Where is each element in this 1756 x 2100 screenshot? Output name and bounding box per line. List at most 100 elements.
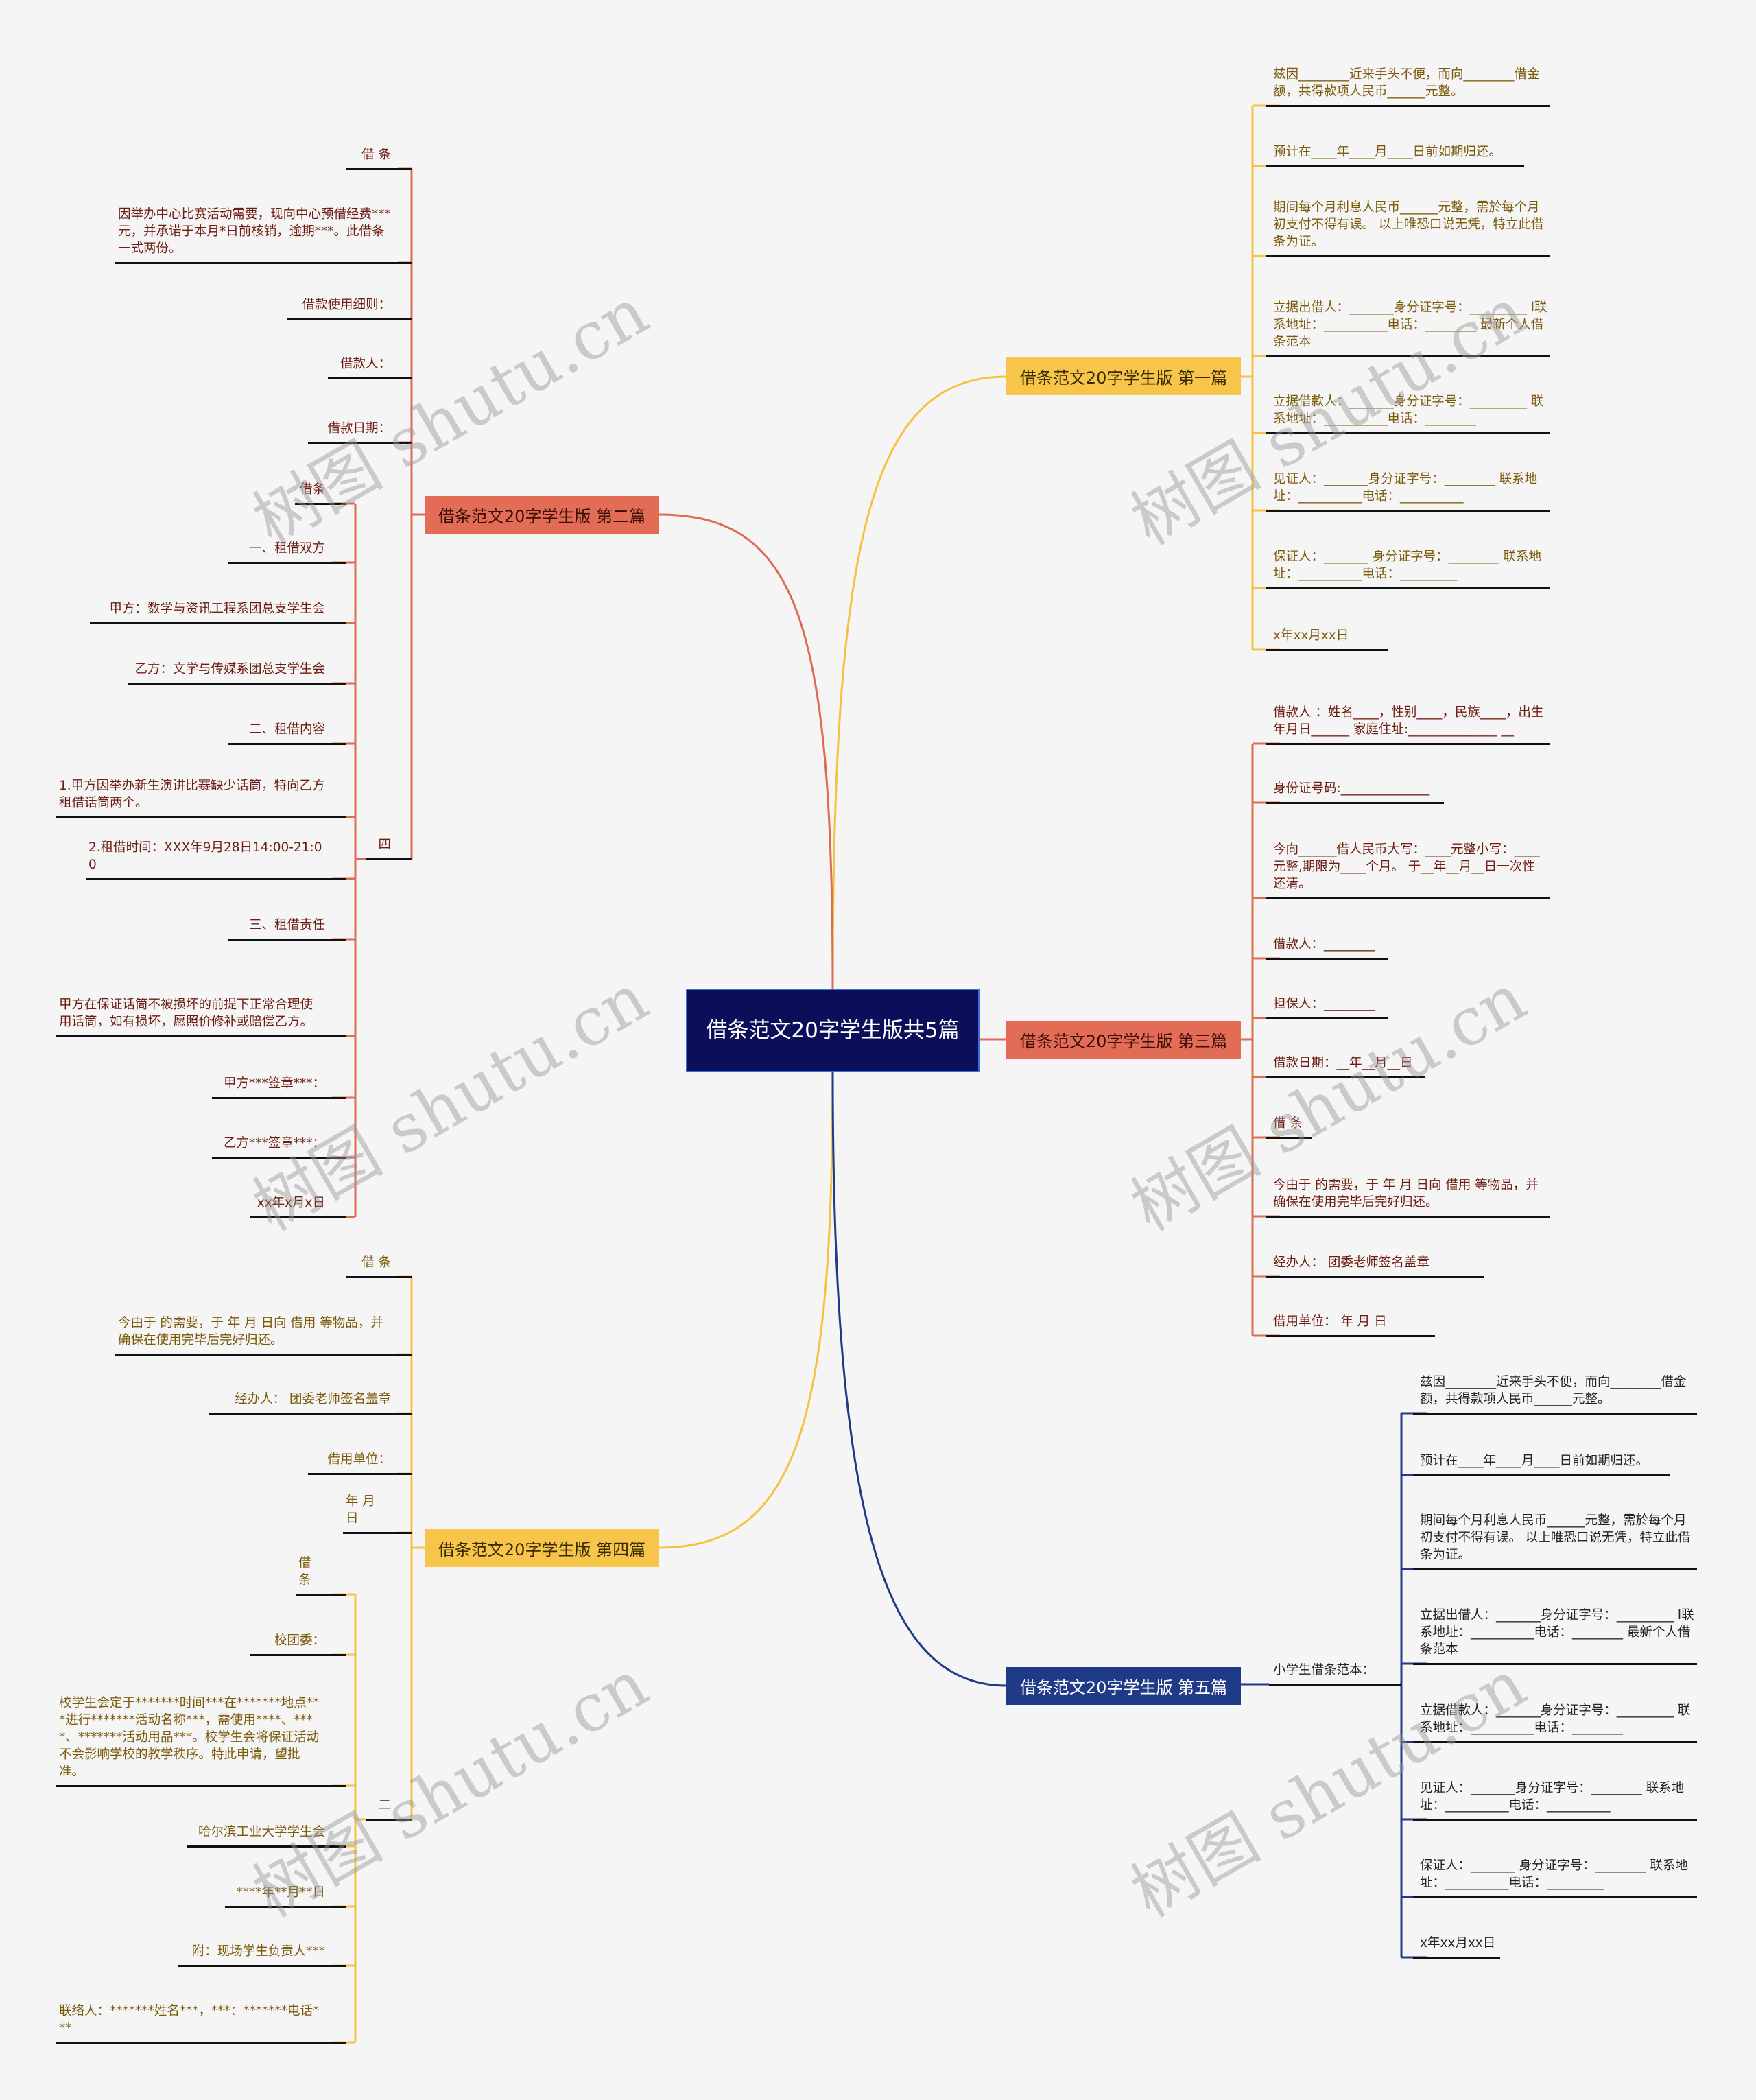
s4-sub-item[interactable]: ****年**月**日: [236, 1885, 325, 1900]
central-topic-title: 借条范文20字学生版共5篇: [706, 1018, 960, 1043]
s2-item[interactable]: 借款使用细则：: [302, 298, 391, 312]
s3-item[interactable]: 经办人： 团委老师签名盖章: [1273, 1255, 1429, 1270]
s2-item[interactable]: 借款日期：: [327, 421, 391, 436]
branch-title: 借条范文20字学生版 第四篇: [438, 1540, 646, 1559]
node-underline: [115, 1354, 412, 1356]
s4-item[interactable]: 年 月 日: [346, 1494, 375, 1526]
node-underline: [366, 1819, 412, 1821]
node-underline: [1413, 1896, 1697, 1898]
s2-sub-item[interactable]: 1.甲方因举办新生演讲比赛缺少话筒，特向乙方租借话筒两个。: [59, 779, 325, 810]
s4-sub-item[interactable]: 校团委：: [274, 1633, 325, 1648]
s3-item[interactable]: 借款人 ：姓名____，性别____，民族____，出生年月日______ 家庭…: [1273, 705, 1544, 737]
s2-item[interactable]: 借 条: [361, 148, 391, 162]
node-underline: [1266, 1137, 1312, 1139]
node-underline: [1266, 165, 1524, 167]
node-underline: [308, 1473, 412, 1475]
s3-item[interactable]: 今向______借人民币大写：____元整小写：____元整,期限为____个月…: [1273, 842, 1540, 891]
s1-item[interactable]: 期间每个月利息人民币______元整，需於每个月初支付不得有误。 以上唯恐口说无…: [1273, 200, 1544, 249]
s1-item[interactable]: 保证人：_______ 身分证字号：________ 联系地址：________…: [1273, 550, 1542, 581]
s2-sub-item[interactable]: 一、租借双方: [248, 541, 325, 556]
node-underline: [1413, 1474, 1670, 1476]
s1-item[interactable]: 预计在____年____月____日前如期归还。: [1273, 145, 1502, 159]
s3-item[interactable]: 借 条: [1273, 1116, 1303, 1131]
s5-item[interactable]: 兹因________近来手头不便，而向________借金额，共得款项人民币__…: [1420, 1375, 1687, 1406]
s4-item[interactable]: 借用单位：: [327, 1452, 391, 1467]
branch-title: 借条范文20字学生版 第五篇: [1019, 1678, 1228, 1697]
s2-sub-item[interactable]: 三、租借责任: [248, 918, 325, 932]
s2-sub-item[interactable]: 2.租借时间：XXX年9月28日14:00-21:00: [88, 840, 322, 872]
branch-s2[interactable]: 借条范文20字学生版 第二篇: [425, 496, 659, 534]
node-underline: [212, 1157, 346, 1159]
node-underline: [328, 377, 412, 379]
node-underline: [1413, 1413, 1697, 1415]
s1-item[interactable]: 见证人：_______身分证字号：________ 联系地址：_________…: [1273, 472, 1538, 504]
node-underline: [1266, 802, 1444, 804]
s5-item[interactable]: 预计在____年____月____日前如期归还。: [1420, 1454, 1649, 1468]
node-underline: [86, 878, 346, 880]
s4-item[interactable]: 借 条: [361, 1255, 391, 1270]
connector-s2: [658, 513, 834, 989]
central-topic[interactable]: 借条范文20字学生版共5篇: [686, 989, 980, 1072]
node-underline: [1266, 649, 1388, 651]
s2-sub-item[interactable]: 二、租借内容: [248, 722, 325, 737]
s5-label[interactable]: 小学生借条范本：: [1273, 1663, 1375, 1677]
s2-item[interactable]: 四: [378, 838, 391, 852]
s5-item[interactable]: x年xx月xx日: [1420, 1936, 1496, 1950]
s4-item[interactable]: 今由于 的需要，于 年 月 日向 借用 等物品，并确保在使用完毕后完好归还。: [118, 1316, 383, 1347]
node-underline: [250, 1654, 346, 1656]
s4-sub-item[interactable]: 附：现场学生负责人***: [191, 1944, 325, 1959]
s4-sub-item[interactable]: 联络人：*******姓名***，***：*******电话***: [59, 2004, 320, 2036]
s1-item[interactable]: 立据借款人：_______身分证字号：_________ 联系地址：______…: [1273, 394, 1544, 426]
node-underline: [1266, 355, 1550, 357]
branch-title: 借条范文20字学生版 第一篇: [1019, 368, 1228, 388]
node-underline: [295, 503, 346, 505]
s2-sub-item[interactable]: 甲方***签章***：: [223, 1076, 325, 1091]
s2-item[interactable]: 借款人：: [340, 357, 391, 371]
node-underline: [90, 622, 346, 624]
node-underline: [115, 262, 412, 264]
s5-item[interactable]: 立据借款人：_______身分证字号：_________ 联系地址：______…: [1420, 1703, 1691, 1735]
s4-sub-item[interactable]: 哈尔滨工业大学学生会: [198, 1825, 325, 1839]
s3-item[interactable]: 借款人：________: [1273, 937, 1375, 952]
s2-sub-item[interactable]: 乙方：文学与传媒系团总支学生会: [134, 662, 325, 676]
node-underline: [1266, 1017, 1388, 1019]
s2-sub-item[interactable]: 甲方：数学与资讯工程系团总支学生会: [109, 602, 325, 616]
node-underline: [287, 318, 412, 320]
s2-sub-item[interactable]: 借条: [299, 482, 325, 497]
s5-item[interactable]: 保证人：_______ 身分证字号：________ 联系地址：________…: [1420, 1859, 1689, 1890]
node-underline: [1266, 510, 1550, 512]
s1-item[interactable]: 立据出借人：_______身分证字号：_________ l联系地址：_____…: [1273, 300, 1547, 349]
node-underline: [308, 442, 412, 444]
s4-item[interactable]: 经办人： 团委老师签名盖章: [235, 1392, 391, 1406]
s4-sub-item[interactable]: 借 条: [298, 1556, 311, 1588]
node-underline: [1266, 958, 1388, 960]
s3-item[interactable]: 借款日期：__年__月__日: [1273, 1056, 1413, 1070]
node-underline: [1266, 1276, 1484, 1278]
s3-item[interactable]: 担保人：________: [1273, 997, 1375, 1011]
node-underline: [1266, 897, 1550, 899]
node-underline: [56, 816, 346, 818]
node-underline: [128, 683, 346, 685]
s3-item[interactable]: 借用单位： 年 月 日: [1273, 1314, 1387, 1329]
s5-item[interactable]: 期间每个月利息人民币______元整，需於每个月初支付不得有误。 以上唯恐口说无…: [1420, 1513, 1691, 1562]
s1-item[interactable]: 兹因________近来手头不便，而向________借金额，共得款项人民币__…: [1273, 67, 1540, 99]
s3-item[interactable]: 今由于 的需要，于 年 月 日向 借用 等物品，并确保在使用完毕后完好归还。: [1273, 1178, 1539, 1210]
s5-item[interactable]: 立据出借人：_______身分证字号：_________ l联系地址：_____…: [1420, 1608, 1694, 1657]
connector-s5: [831, 1072, 1007, 1687]
branch-s1[interactable]: 借条范文20字学生版 第一篇: [1006, 357, 1241, 395]
s4-item[interactable]: 二: [378, 1798, 391, 1813]
s2-sub-item[interactable]: xx年x月x日: [257, 1196, 325, 1210]
branch-s3[interactable]: 借条范文20字学生版 第三篇: [1006, 1021, 1241, 1059]
branch-s5[interactable]: 借条范文20字学生版 第五篇: [1006, 1667, 1241, 1705]
s5-item[interactable]: 见证人：_______身分证字号：________ 联系地址：_________…: [1420, 1781, 1685, 1813]
s3-item[interactable]: 身份证号码:______________: [1273, 781, 1430, 796]
s2-sub-item[interactable]: 乙方***签章***：: [223, 1136, 325, 1151]
node-underline: [1266, 1335, 1435, 1337]
node-underline: [250, 1216, 346, 1218]
branch-s4[interactable]: 借条范文20字学生版 第四篇: [425, 1529, 659, 1567]
s2-item[interactable]: 因举办中心比赛活动需要，现向中心预借经费***元，并承诺于本月*日前核销，逾期*…: [118, 207, 391, 256]
s4-sub-item[interactable]: 校学生会定于*******时间***在*******地点***进行*******…: [59, 1696, 320, 1779]
node-underline: [1413, 1819, 1697, 1821]
s2-sub-item[interactable]: 甲方在保证话筒不被损坏的前提下正常合理使用话筒，如有损坏，愿照价修补或赔偿乙方。: [59, 998, 313, 1029]
s1-item[interactable]: x年xx月xx日: [1273, 628, 1349, 643]
